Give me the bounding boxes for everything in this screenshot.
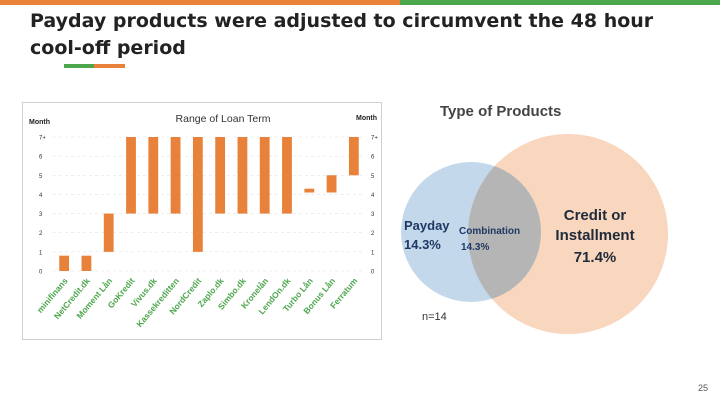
y-tick-right-1: 1 [371, 250, 375, 256]
bar-4 [148, 137, 159, 214]
bar-1 [81, 255, 92, 271]
y-tick-left-7: 7+ [39, 136, 46, 142]
loan-term-chart-title: Range of Loan Term [176, 113, 271, 125]
top-color-bar [0, 0, 720, 5]
combination-overlap [468, 162, 541, 302]
page-number: 25 [697, 383, 708, 393]
y-tick-left-3: 3 [39, 212, 43, 218]
credit-label-line1: Credit or [564, 207, 627, 224]
y-tick-right-6: 6 [371, 155, 375, 161]
y-tick-right-4: 4 [371, 193, 375, 199]
y-tick-right-5: 5 [371, 174, 375, 180]
top-bar-orange [0, 0, 400, 5]
bar-13 [348, 137, 359, 176]
bar-5 [170, 137, 181, 214]
y-tick-left-4: 4 [39, 193, 43, 199]
y-tick-left-1: 1 [39, 250, 43, 256]
y-tick-right-0: 0 [371, 270, 375, 276]
y-tick-left-0: 0 [39, 270, 43, 276]
payday-label: Payday [404, 218, 450, 233]
bar-9 [259, 137, 270, 214]
loan-term-chart-panel: Range of Loan Term Month Month 0 0 1 1 2 2 3 3 4… [22, 102, 382, 340]
payday-value: 14.3% [404, 237, 441, 252]
combination-label: Combination [459, 226, 520, 237]
y-axis-label-right: Month [356, 115, 377, 122]
bar-8 [237, 137, 248, 214]
bar-7 [215, 137, 226, 214]
slide-title: Payday products were adjusted to circumv… [30, 10, 654, 59]
bar-2 [103, 213, 114, 252]
bar-3 [126, 137, 136, 214]
credit-value: 71.4% [574, 249, 617, 266]
y-tick-left-2: 2 [39, 231, 43, 237]
bar-11 [304, 188, 315, 193]
top-bar-green [400, 0, 720, 5]
combination-value: 14.3% [461, 242, 489, 253]
loan-term-chart: Range of Loan Term Month Month 0 0 1 1 2 2 3 3 4… [29, 113, 378, 329]
y-tick-left-5: 5 [39, 174, 43, 180]
venn-diagram: Type of Products Payday 14.3% Combinatio… [401, 103, 668, 334]
bar-6 [192, 137, 203, 252]
y-tick-left-6: 6 [39, 155, 43, 161]
y-tick-right-7: 7+ [371, 136, 378, 142]
credit-label-line2: Installment [555, 227, 634, 244]
y-tick-right-3: 3 [371, 212, 375, 218]
bar-0 [59, 255, 70, 271]
bar-10 [282, 137, 292, 214]
product-type-venn: Type of Products Payday 14.3% Combinatio… [398, 92, 688, 337]
sample-size-note: n=14 [422, 311, 447, 323]
title-accent-orange [94, 64, 125, 68]
venn-title: Type of Products [440, 103, 561, 120]
title-accent-green [64, 64, 94, 68]
bar-12 [326, 175, 337, 193]
y-axis-label-left: Month [29, 119, 50, 126]
y-tick-right-2: 2 [371, 231, 375, 237]
